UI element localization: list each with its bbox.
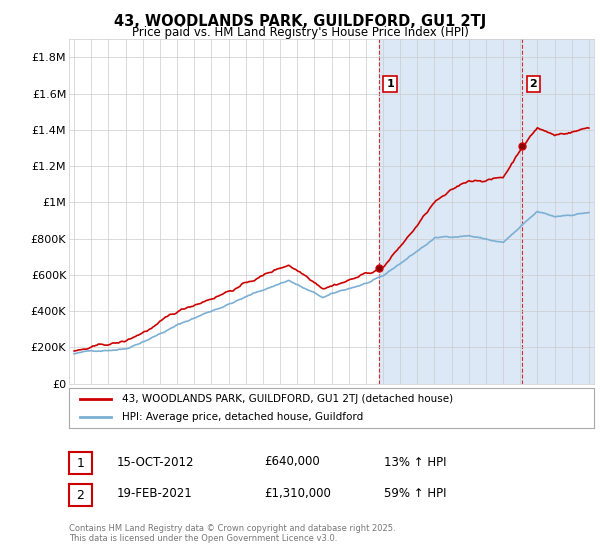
Text: 19-FEB-2021: 19-FEB-2021 <box>117 487 193 501</box>
Text: 2: 2 <box>76 488 85 502</box>
Text: Contains HM Land Registry data © Crown copyright and database right 2025.
This d: Contains HM Land Registry data © Crown c… <box>69 524 395 543</box>
Text: 1: 1 <box>76 456 85 470</box>
Text: HPI: Average price, detached house, Guildford: HPI: Average price, detached house, Guil… <box>121 412 363 422</box>
Text: £1,310,000: £1,310,000 <box>264 487 331 501</box>
Text: 1: 1 <box>386 79 394 89</box>
Text: Price paid vs. HM Land Registry's House Price Index (HPI): Price paid vs. HM Land Registry's House … <box>131 26 469 39</box>
Text: 15-OCT-2012: 15-OCT-2012 <box>117 455 194 469</box>
Text: 13% ↑ HPI: 13% ↑ HPI <box>384 455 446 469</box>
Text: 43, WOODLANDS PARK, GUILDFORD, GU1 2TJ (detached house): 43, WOODLANDS PARK, GUILDFORD, GU1 2TJ (… <box>121 394 452 404</box>
Text: 2: 2 <box>529 79 537 89</box>
Text: £640,000: £640,000 <box>264 455 320 469</box>
Text: 59% ↑ HPI: 59% ↑ HPI <box>384 487 446 501</box>
Bar <box>379 39 598 384</box>
Text: 43, WOODLANDS PARK, GUILDFORD, GU1 2TJ: 43, WOODLANDS PARK, GUILDFORD, GU1 2TJ <box>114 14 486 29</box>
